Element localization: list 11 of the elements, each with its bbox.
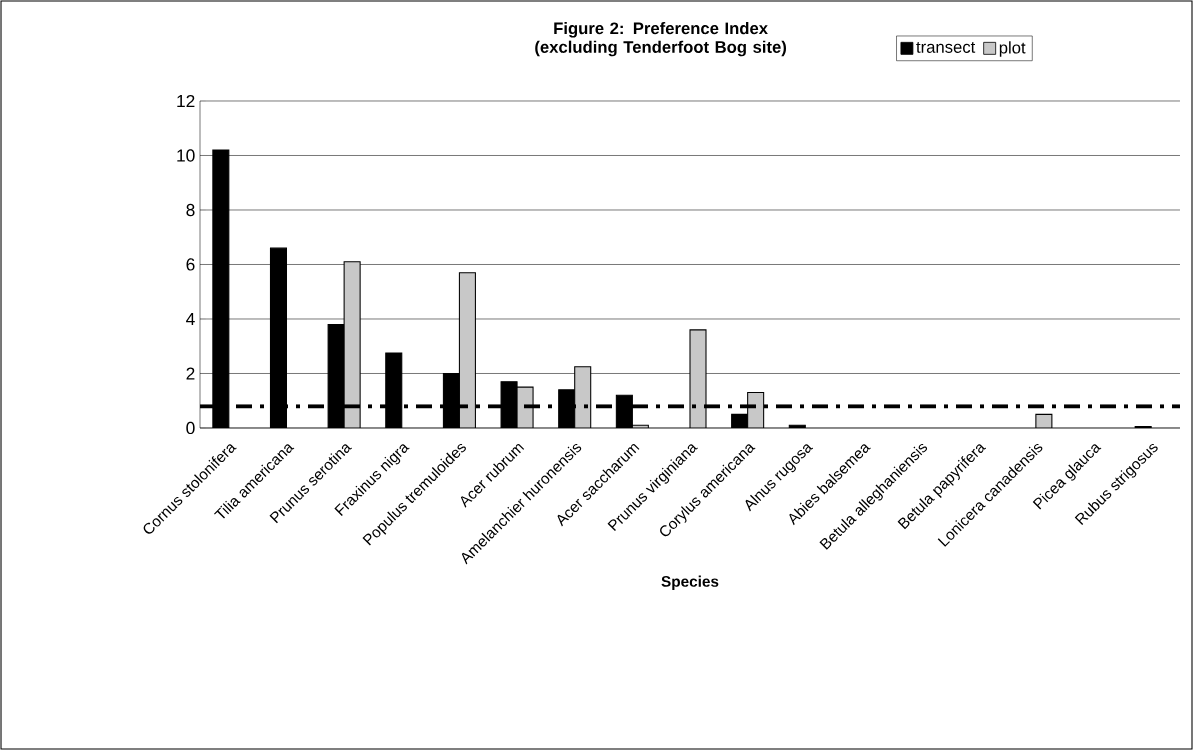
legend-label: plot xyxy=(999,41,1026,57)
y-tick-label: 0 xyxy=(186,421,195,435)
y-tick-label: 6 xyxy=(186,258,195,271)
y-tick-label: 2 xyxy=(186,367,195,380)
legend-label: transect xyxy=(916,41,976,53)
y-tick-label: 12 xyxy=(177,94,195,108)
y-tick-label: 4 xyxy=(186,313,195,325)
y-tick-label: 8 xyxy=(186,203,195,217)
y-tick-label: 10 xyxy=(177,149,195,162)
chart-title: Figure 2: Preference Index (excluding Tenderfoot Bog site) xyxy=(535,22,787,57)
x-axis-title: Species xyxy=(661,575,719,590)
